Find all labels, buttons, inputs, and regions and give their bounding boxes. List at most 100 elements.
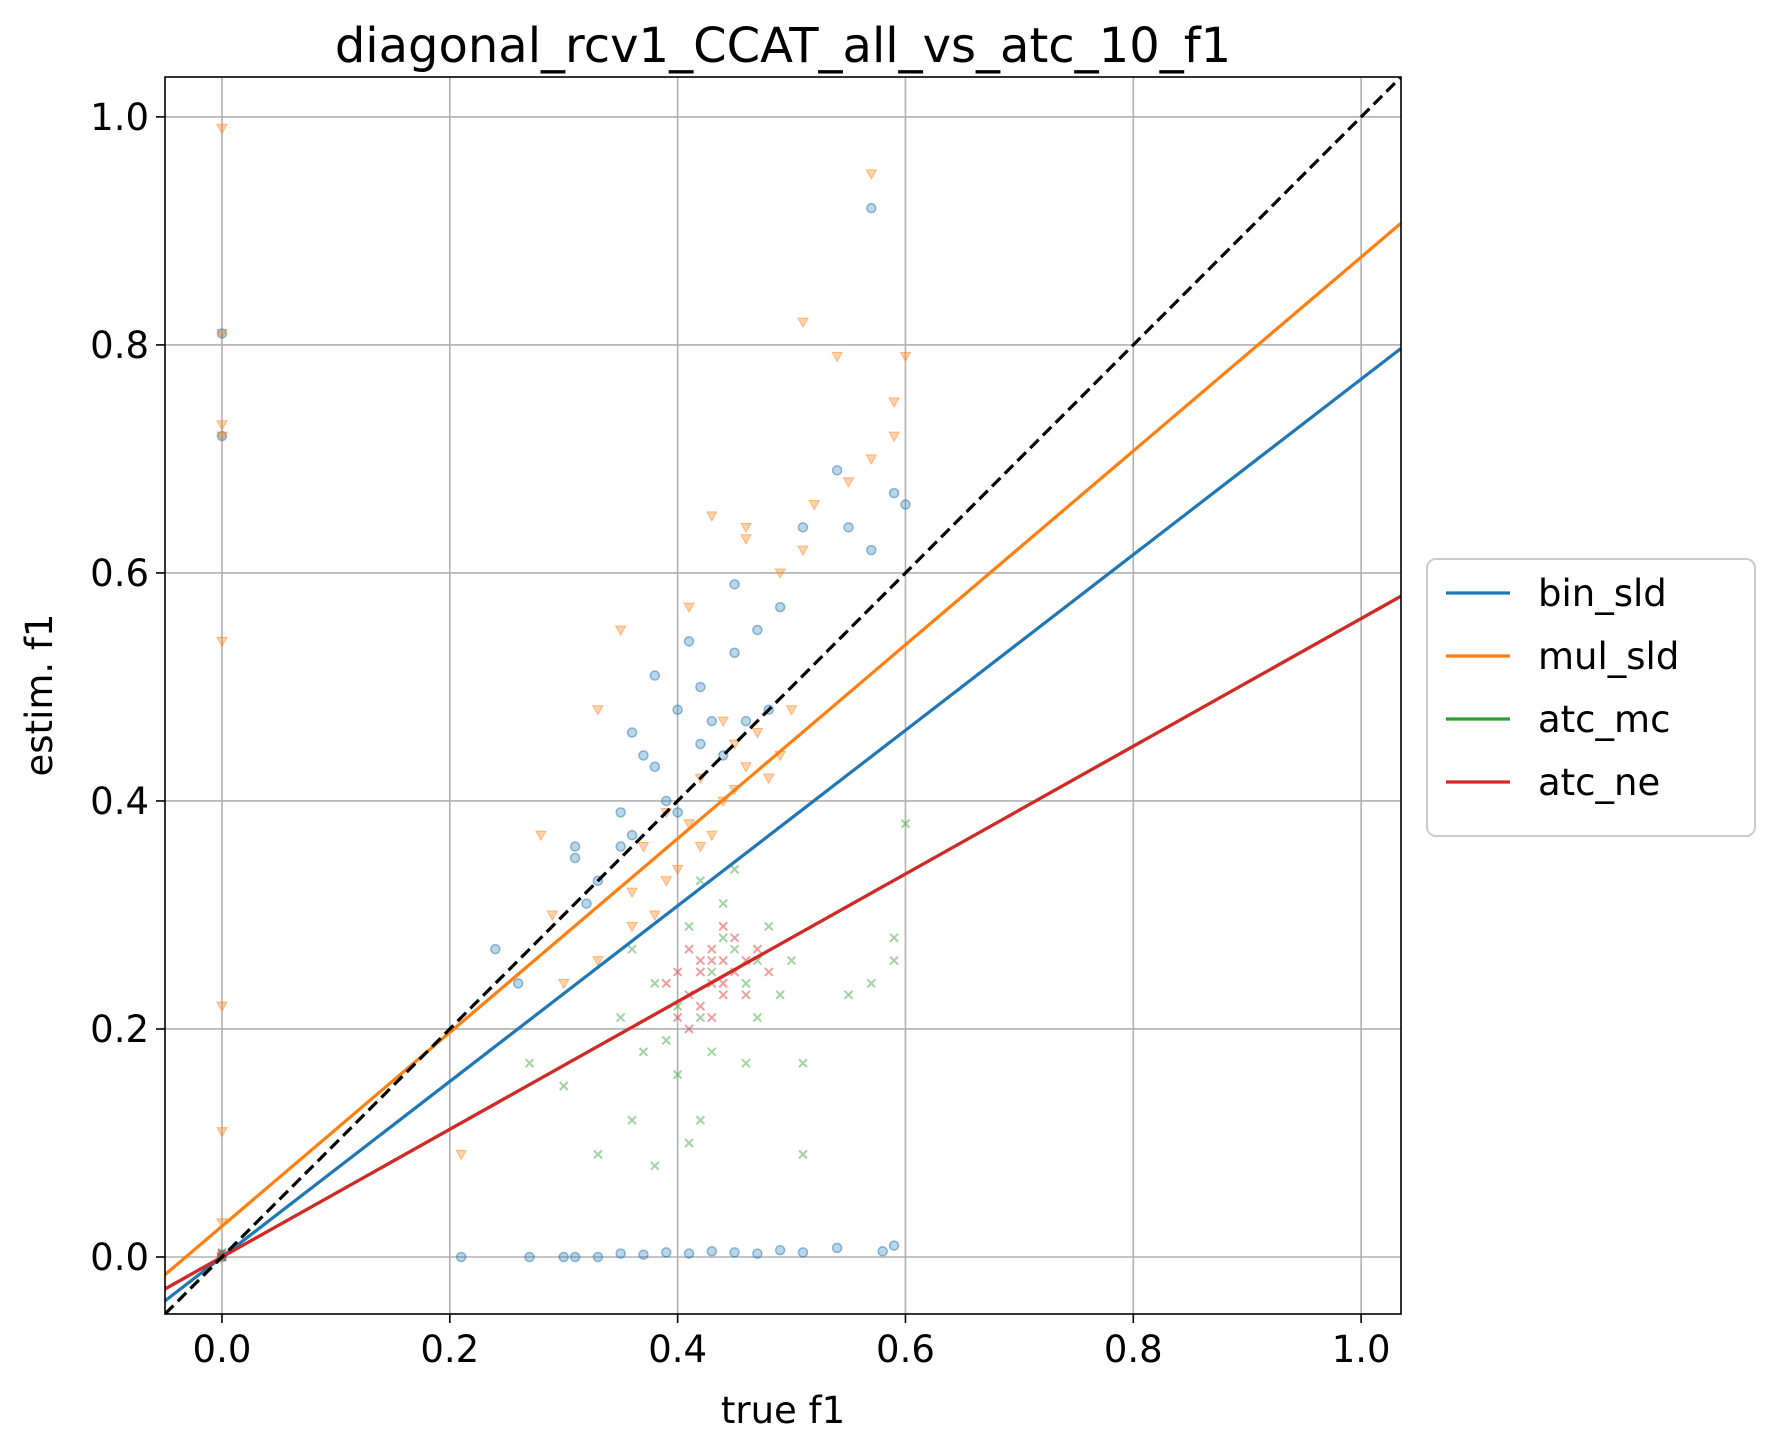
data-point	[797, 317, 809, 329]
data-point	[627, 944, 637, 954]
y-axis-label: estim. f1	[18, 614, 61, 777]
data-point	[695, 876, 706, 886]
data-point	[752, 944, 763, 954]
data-point	[798, 1149, 808, 1160]
data-point	[638, 750, 649, 761]
data-point	[216, 123, 228, 135]
data-point	[672, 1069, 683, 1080]
data-point	[672, 807, 683, 818]
data-point	[626, 887, 638, 899]
data-point	[740, 715, 752, 727]
x-tick-label: 1.0	[1332, 1328, 1391, 1371]
data-point	[615, 841, 626, 852]
data-point	[752, 624, 763, 636]
data-point	[216, 1127, 228, 1138]
data-point	[614, 625, 627, 636]
fit-lines	[165, 221, 1401, 1303]
data-point	[569, 852, 581, 864]
data-point	[638, 1249, 649, 1260]
data-point	[695, 1115, 706, 1125]
data-point	[775, 990, 785, 1000]
legend: bin_sld mul_sld atc_mc atc_ne	[1426, 558, 1756, 837]
data-point	[581, 898, 592, 909]
data-point	[672, 704, 683, 716]
data-point	[661, 1035, 671, 1046]
data-point	[741, 990, 751, 1000]
data-point	[615, 807, 626, 818]
data-point	[797, 522, 809, 533]
data-point	[455, 1251, 467, 1263]
data-point	[866, 202, 877, 214]
data-point	[877, 1246, 888, 1257]
data-point	[798, 1058, 808, 1068]
data-point	[557, 978, 570, 990]
data-point	[740, 534, 752, 545]
data-point	[718, 898, 728, 909]
data-point	[764, 967, 774, 977]
data-point	[764, 921, 774, 932]
data-point	[718, 933, 728, 943]
data-point	[888, 431, 900, 443]
data-point	[684, 1024, 694, 1034]
data-point	[808, 500, 821, 511]
data-point	[729, 933, 740, 943]
data-point	[524, 1058, 535, 1068]
data-point	[455, 1149, 468, 1161]
y-tick-label: 0.0	[90, 1236, 149, 1279]
data-point	[216, 329, 228, 340]
chart-title: diagonal_rcv1_CCAT_all_vs_atc_10_f1	[335, 18, 1231, 74]
legend-label-atc_mc: atc_mc	[1538, 698, 1670, 741]
data-point	[626, 727, 638, 738]
data-point	[671, 864, 684, 876]
y-axis: 0.0 0.2 0.4 0.6 0.8 1.0	[90, 96, 165, 1279]
data-point	[797, 545, 809, 557]
legend-label-mul_sld: mul_sld	[1538, 635, 1679, 678]
data-point	[660, 876, 673, 887]
data-point	[831, 1242, 843, 1254]
data-point	[842, 477, 855, 488]
data-point	[785, 705, 798, 716]
data-point	[216, 636, 228, 648]
legend-label-atc_ne: atc_ne	[1538, 761, 1660, 804]
data-point	[524, 1251, 535, 1263]
data-point	[216, 420, 228, 431]
data-point	[706, 715, 718, 727]
data-point	[615, 1012, 626, 1023]
data-point	[774, 601, 786, 613]
data-point	[695, 1012, 706, 1023]
legend-label-bin_sld: bin_sld	[1538, 572, 1667, 615]
data-point	[695, 955, 706, 966]
fit-line-mul_sld	[165, 221, 1401, 1276]
plot-area	[165, 77, 1401, 1314]
data-point	[900, 819, 911, 829]
data-point	[717, 716, 730, 728]
data-point	[660, 795, 672, 807]
data-point	[637, 842, 650, 853]
data-point	[707, 1047, 717, 1057]
data-point	[729, 647, 740, 658]
data-point	[559, 1081, 569, 1091]
data-point	[889, 933, 899, 943]
fit-line-bin_sld	[165, 347, 1401, 1303]
x-tick-label: 0.6	[876, 1328, 935, 1371]
data-point	[672, 1012, 683, 1023]
data-point	[729, 944, 740, 954]
data-point	[216, 431, 228, 443]
series-atc_mc-points	[217, 819, 911, 1262]
data-point	[216, 1001, 228, 1013]
data-point	[490, 943, 501, 955]
data-point	[752, 1012, 763, 1023]
data-point	[569, 841, 581, 852]
data-point	[718, 955, 728, 966]
data-point	[626, 829, 638, 841]
data-point	[683, 819, 695, 830]
data-point	[683, 636, 695, 647]
data-point	[615, 1248, 626, 1259]
data-point	[650, 1161, 660, 1171]
data-point	[741, 978, 751, 989]
data-point	[718, 990, 728, 1000]
data-point	[707, 1012, 717, 1023]
data-point	[650, 978, 660, 989]
x-tick-label: 0.8	[1104, 1328, 1163, 1371]
